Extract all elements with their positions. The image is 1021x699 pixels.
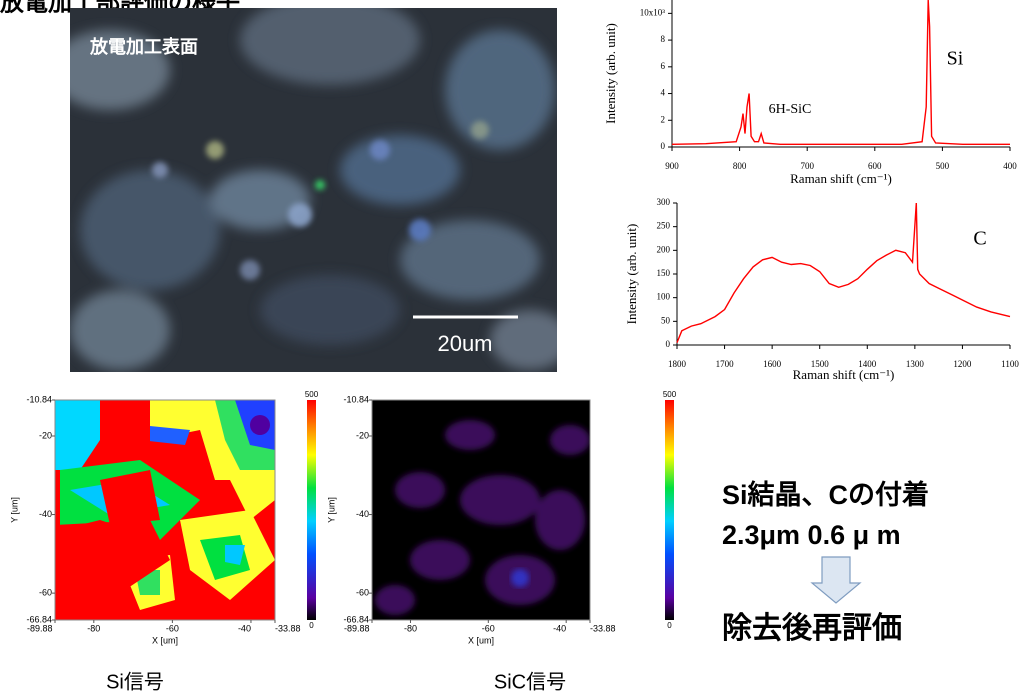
- heatmap: [55, 400, 275, 620]
- y-tick-label: 100: [657, 292, 671, 302]
- note: Si結晶、Cの付着: [722, 479, 929, 510]
- x-tick-label: 1300: [906, 359, 925, 369]
- y-tick-label: -60: [39, 588, 52, 598]
- x-tick-label: -80: [404, 623, 417, 633]
- y-tick-label: -20: [39, 430, 52, 440]
- map-caption: SiC信号: [494, 670, 566, 693]
- y-tick-label: 200: [657, 244, 671, 254]
- annotation: Si: [947, 48, 964, 70]
- annotation: C: [973, 228, 986, 250]
- y-axis-label: Intensity (arb. unit): [624, 224, 639, 325]
- y-tick-label: 0: [661, 141, 666, 151]
- y-axis-label: Y [um]: [9, 497, 19, 523]
- colorbar-label: 0: [309, 621, 314, 630]
- x-tick-label: 700: [800, 161, 814, 171]
- y-tick-label: 150: [657, 268, 671, 278]
- y-tick-label: 8: [661, 34, 666, 44]
- arrow: [812, 557, 860, 603]
- x-tick-label: 1600: [763, 359, 782, 369]
- y-tick-label: 4: [661, 88, 666, 98]
- colorbar: [307, 400, 316, 620]
- y-tick-label: -10.84: [26, 394, 52, 404]
- y-tick-label: 250: [657, 221, 671, 231]
- y-tick-label: -40: [356, 509, 369, 519]
- x-tick-label: 400: [1003, 161, 1017, 171]
- slide: 放電加工部評価の様子 放電加工表面 20um: [0, 0, 1021, 695]
- heatmap: [372, 400, 590, 620]
- colorbar-label: 500: [663, 390, 677, 399]
- colorbar: [665, 400, 674, 620]
- x-axis-label: X [um]: [152, 635, 178, 645]
- x-tick-label: 500: [936, 161, 950, 171]
- x-tick-label: 1200: [953, 359, 972, 369]
- note: 2.3μm 0.6 μ m: [722, 520, 901, 550]
- y-axis-label: Intensity (arb. unit): [603, 23, 618, 124]
- x-tick-label: -40: [238, 623, 251, 633]
- x-tick-label: -89.88: [27, 623, 53, 633]
- y-tick-label: 0: [666, 339, 671, 349]
- colorbar-label: 500: [305, 390, 319, 399]
- scale-label: 20um: [437, 331, 492, 356]
- y-tick-label: -40: [39, 509, 52, 519]
- y-tick-label: -60: [356, 588, 369, 598]
- y-tick-label: 10x10³: [640, 7, 666, 17]
- spectrum-line: [677, 203, 1010, 343]
- x-axis-label: X [um]: [468, 635, 494, 645]
- y-tick-label: 50: [661, 315, 671, 325]
- x-axis-label: Raman shift (cm⁻¹): [790, 171, 892, 186]
- x-axis-label: Raman shift (cm⁻¹): [793, 367, 895, 382]
- x-tick-label: -33.88: [275, 623, 301, 633]
- x-tick-label: 800: [733, 161, 747, 171]
- x-tick-label: -40: [553, 623, 566, 633]
- x-tick-label: -33.88: [590, 623, 616, 633]
- map-caption: Si信号: [106, 670, 164, 693]
- y-tick-label: 2: [661, 114, 666, 124]
- photo-label: 放電加工表面: [89, 36, 198, 57]
- page: { "title": "放電加工部評価の様子", "photo": {"labe…: [0, 0, 1021, 695]
- colorbar-label: 0: [667, 621, 672, 630]
- x-tick-label: -80: [87, 623, 100, 633]
- y-tick-label: -20: [356, 430, 369, 440]
- y-axis-label: Y [um]: [326, 497, 336, 523]
- x-tick-label: 900: [665, 161, 679, 171]
- x-tick-label: -60: [166, 623, 179, 633]
- x-tick-label: -89.88: [344, 623, 370, 633]
- y-tick-label: 300: [657, 197, 671, 207]
- note: 除去後再評価: [722, 612, 902, 645]
- x-tick-label: 600: [868, 161, 882, 171]
- y-tick-label: 6: [661, 61, 666, 71]
- y-tick-label: -10.84: [343, 394, 369, 404]
- annotation: 6H-SiC: [769, 102, 812, 117]
- spectrum-line: [672, 0, 1010, 144]
- x-tick-label: 1100: [1001, 359, 1019, 369]
- x-tick-label: 1700: [716, 359, 735, 369]
- x-tick-label: -60: [482, 623, 495, 633]
- x-tick-label: 1800: [668, 359, 687, 369]
